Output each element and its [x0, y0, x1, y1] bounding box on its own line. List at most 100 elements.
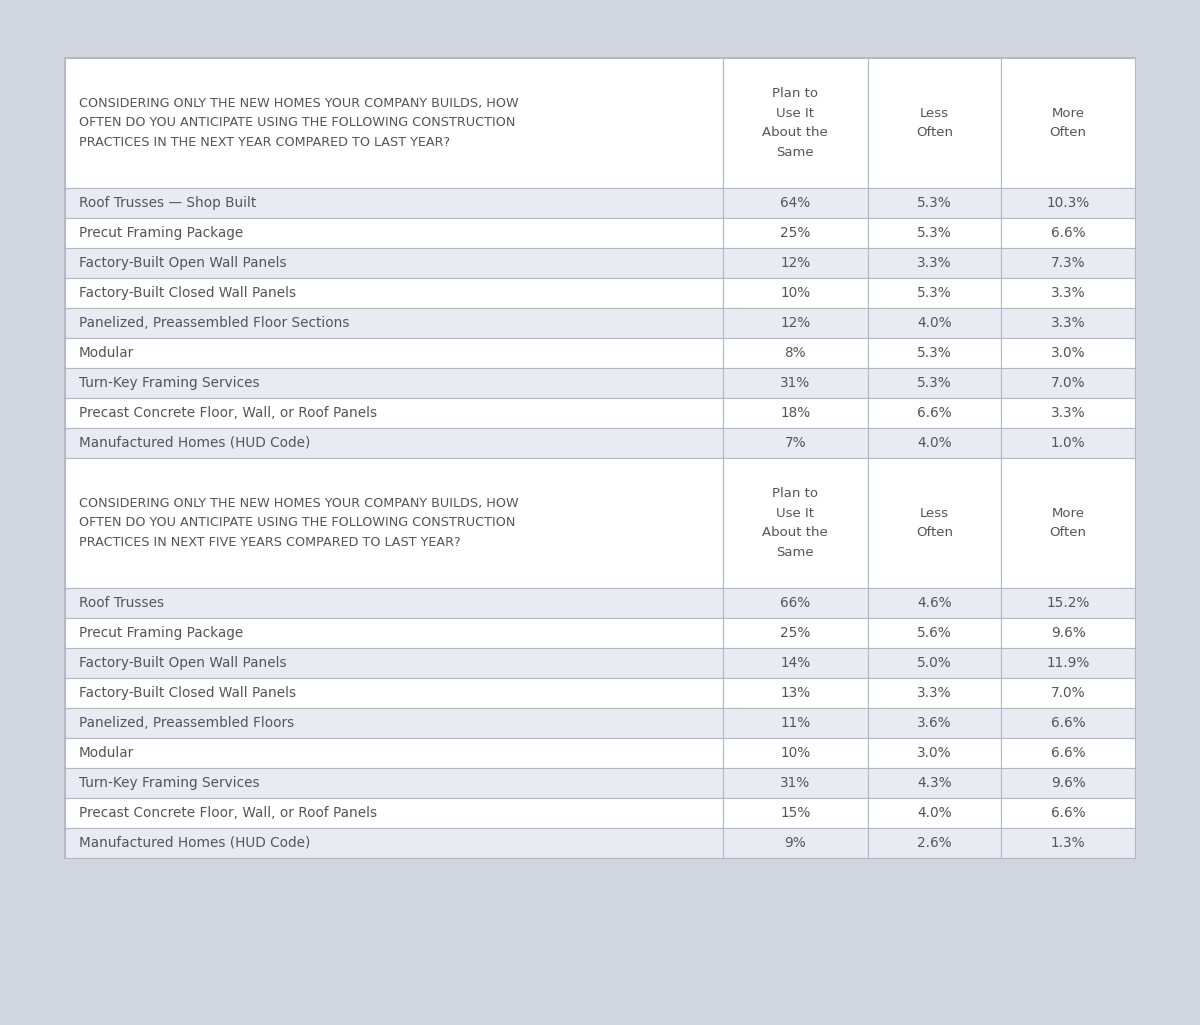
Bar — [65, 338, 724, 368]
Text: 4.0%: 4.0% — [917, 436, 952, 450]
Text: Precut Framing Package: Precut Framing Package — [79, 626, 244, 640]
Text: 6.6%: 6.6% — [1051, 716, 1086, 730]
Bar — [65, 828, 724, 858]
Text: 4.3%: 4.3% — [917, 776, 952, 790]
Text: Roof Trusses — Shop Built: Roof Trusses — Shop Built — [79, 196, 257, 210]
Text: 5.0%: 5.0% — [917, 656, 952, 670]
Text: 5.3%: 5.3% — [917, 226, 952, 240]
Text: 4.0%: 4.0% — [917, 806, 952, 820]
Bar — [868, 678, 1001, 708]
Text: Precast Concrete Floor, Wall, or Roof Panels: Precast Concrete Floor, Wall, or Roof Pa… — [79, 806, 377, 820]
Bar — [868, 588, 1001, 618]
Bar — [1001, 398, 1135, 428]
Text: 10.3%: 10.3% — [1046, 196, 1090, 210]
Bar — [724, 828, 868, 858]
Text: 25%: 25% — [780, 626, 810, 640]
Bar — [65, 768, 724, 798]
Bar — [868, 218, 1001, 248]
Bar — [65, 248, 724, 278]
Text: 3.3%: 3.3% — [1051, 286, 1086, 300]
Text: Modular: Modular — [79, 346, 134, 360]
Text: 25%: 25% — [780, 226, 810, 240]
Text: 6.6%: 6.6% — [1051, 806, 1086, 820]
Bar — [1001, 798, 1135, 828]
Bar — [724, 338, 868, 368]
Text: 9%: 9% — [785, 836, 806, 850]
Text: CONSIDERING ONLY THE NEW HOMES YOUR COMPANY BUILDS, HOW
OFTEN DO YOU ANTICIPATE : CONSIDERING ONLY THE NEW HOMES YOUR COMP… — [79, 97, 518, 149]
Bar — [1001, 738, 1135, 768]
Bar — [65, 648, 724, 678]
Bar — [868, 338, 1001, 368]
Bar — [724, 188, 868, 218]
Bar — [868, 798, 1001, 828]
Text: 1.0%: 1.0% — [1051, 436, 1086, 450]
Bar — [724, 458, 868, 588]
Text: 14%: 14% — [780, 656, 810, 670]
Text: Panelized, Preassembled Floor Sections: Panelized, Preassembled Floor Sections — [79, 316, 349, 330]
Bar — [1001, 648, 1135, 678]
Text: Turn-Key Framing Services: Turn-Key Framing Services — [79, 776, 259, 790]
Text: Plan to
Use It
About the
Same: Plan to Use It About the Same — [762, 487, 828, 559]
Text: Precast Concrete Floor, Wall, or Roof Panels: Precast Concrete Floor, Wall, or Roof Pa… — [79, 406, 377, 420]
Bar — [868, 58, 1001, 188]
Text: Precut Framing Package: Precut Framing Package — [79, 226, 244, 240]
Text: 13%: 13% — [780, 686, 810, 700]
Bar — [1001, 828, 1135, 858]
Bar — [868, 738, 1001, 768]
Text: 66%: 66% — [780, 596, 810, 610]
Bar — [724, 58, 868, 188]
Bar — [724, 308, 868, 338]
Text: 18%: 18% — [780, 406, 810, 420]
Text: Manufactured Homes (HUD Code): Manufactured Homes (HUD Code) — [79, 836, 311, 850]
Bar — [868, 398, 1001, 428]
Bar — [65, 428, 724, 458]
Bar — [724, 248, 868, 278]
Text: 31%: 31% — [780, 376, 810, 390]
Bar — [724, 648, 868, 678]
Text: Factory-Built Closed Wall Panels: Factory-Built Closed Wall Panels — [79, 286, 296, 300]
Bar — [65, 58, 1135, 858]
Bar — [724, 708, 868, 738]
Text: 3.3%: 3.3% — [1051, 316, 1086, 330]
Text: Roof Trusses: Roof Trusses — [79, 596, 164, 610]
Text: More
Often: More Often — [1050, 107, 1087, 139]
Text: CONSIDERING ONLY THE NEW HOMES YOUR COMPANY BUILDS, HOW
OFTEN DO YOU ANTICIPATE : CONSIDERING ONLY THE NEW HOMES YOUR COMP… — [79, 497, 518, 549]
Bar — [724, 768, 868, 798]
Text: Panelized, Preassembled Floors: Panelized, Preassembled Floors — [79, 716, 294, 730]
Text: Less
Often: Less Often — [916, 506, 953, 539]
Bar — [1001, 58, 1135, 188]
Text: 12%: 12% — [780, 316, 810, 330]
Text: 3.3%: 3.3% — [917, 686, 952, 700]
Bar — [868, 708, 1001, 738]
Text: 7.0%: 7.0% — [1051, 686, 1086, 700]
Bar — [1001, 678, 1135, 708]
Text: 3.3%: 3.3% — [917, 256, 952, 270]
Bar — [724, 368, 868, 398]
Text: 6.6%: 6.6% — [1051, 746, 1086, 760]
Text: 6.6%: 6.6% — [917, 406, 952, 420]
Text: 31%: 31% — [780, 776, 810, 790]
Bar — [724, 798, 868, 828]
Bar — [65, 398, 724, 428]
Bar — [65, 368, 724, 398]
Text: 10%: 10% — [780, 746, 810, 760]
Text: 4.6%: 4.6% — [917, 596, 952, 610]
Text: 8%: 8% — [785, 346, 806, 360]
Text: 6.6%: 6.6% — [1051, 226, 1086, 240]
Bar — [1001, 338, 1135, 368]
Bar — [65, 188, 724, 218]
Bar — [868, 618, 1001, 648]
Text: 3.0%: 3.0% — [1051, 346, 1086, 360]
Text: 15%: 15% — [780, 806, 810, 820]
Text: 5.6%: 5.6% — [917, 626, 952, 640]
Text: 11.9%: 11.9% — [1046, 656, 1090, 670]
Text: Manufactured Homes (HUD Code): Manufactured Homes (HUD Code) — [79, 436, 311, 450]
Text: 5.3%: 5.3% — [917, 346, 952, 360]
Text: 3.6%: 3.6% — [917, 716, 952, 730]
Bar — [868, 188, 1001, 218]
Bar — [724, 428, 868, 458]
Bar — [724, 618, 868, 648]
Text: 1.3%: 1.3% — [1051, 836, 1086, 850]
Bar — [1001, 768, 1135, 798]
Bar — [65, 588, 724, 618]
